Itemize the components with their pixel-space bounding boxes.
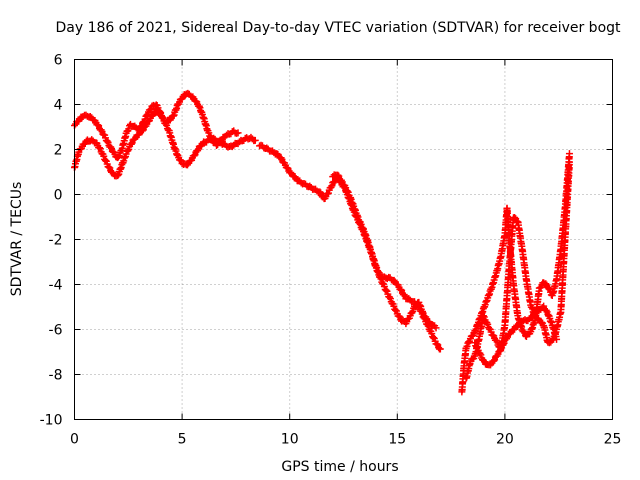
data-point (96, 145, 104, 153)
data-point (251, 136, 259, 144)
x-tick-label: 5 (178, 432, 187, 448)
x-axis-label: GPS time / hours (281, 459, 398, 475)
y-tick-label: 6 (54, 53, 63, 69)
data-point (463, 342, 471, 350)
x-tick-label: 20 (496, 432, 514, 448)
data-point (511, 214, 519, 222)
series-3 (256, 141, 444, 353)
data-point (528, 314, 536, 322)
data-point (472, 343, 480, 351)
y-tick-label: -6 (49, 323, 63, 339)
data-point (395, 312, 403, 320)
data-point (107, 143, 115, 151)
data-point (137, 123, 145, 131)
data-point (400, 291, 408, 299)
data-point (432, 324, 440, 332)
data-point (382, 286, 390, 294)
data-point (337, 176, 345, 184)
y-tick-label: 2 (54, 143, 63, 159)
data-point (514, 322, 522, 330)
data-point (386, 295, 394, 303)
data-point (343, 187, 351, 195)
data-point (125, 145, 133, 153)
data-point (114, 153, 122, 161)
data-point (479, 356, 487, 364)
data-point (553, 335, 561, 343)
series-7 (471, 302, 561, 369)
data-point (429, 334, 437, 342)
data-point (108, 168, 116, 176)
data-point (103, 137, 111, 145)
data-point (328, 182, 336, 190)
y-tick-label: -8 (49, 368, 63, 384)
data-point (513, 217, 521, 225)
data-point (542, 306, 550, 314)
chart-title: Day 186 of 2021, Sidereal Day-to-day VTE… (55, 20, 621, 36)
data-point (386, 293, 394, 301)
y-tick-label: -2 (49, 233, 63, 249)
data-point (436, 345, 444, 353)
data-point (234, 129, 242, 137)
y-tick-label: -10 (40, 413, 63, 429)
data-point (499, 341, 507, 349)
data-point (190, 152, 198, 160)
data-point (500, 339, 508, 347)
data-point (542, 280, 550, 288)
data-point (476, 349, 484, 357)
y-axis-label: SDTVAR / TECUs (9, 182, 25, 297)
data-point (520, 328, 528, 336)
data-point (316, 188, 324, 196)
data-point (392, 306, 400, 314)
x-tick-label: 25 (604, 432, 622, 448)
data-point (565, 150, 573, 158)
y-tick-label: 0 (54, 188, 63, 204)
y-tick-label: 4 (54, 98, 63, 114)
x-tick-label: 0 (70, 432, 79, 448)
data-point (287, 168, 295, 176)
axis-ticks: 0 5 10 15 20 25 -10 -8 -6 -4 -2 0 2 4 6 (40, 53, 622, 448)
data-point (124, 147, 132, 155)
x-tick-label: 10 (281, 432, 299, 448)
data-point (334, 171, 342, 179)
data-point (390, 276, 398, 284)
data-point (479, 312, 487, 320)
data-point (409, 307, 417, 315)
data-point (484, 320, 492, 328)
data-point (86, 112, 94, 120)
series-2 (71, 89, 242, 162)
data-point (146, 106, 154, 114)
data-point (156, 108, 164, 116)
data-points (71, 89, 573, 396)
data-point (408, 309, 416, 317)
series-4 (329, 171, 440, 332)
data-point (127, 140, 135, 148)
data-point (95, 144, 103, 152)
data-point (490, 357, 498, 365)
data-point (104, 138, 112, 146)
data-point (115, 152, 123, 160)
x-tick-label: 15 (388, 432, 406, 448)
data-point (433, 340, 441, 348)
data-point (94, 121, 102, 129)
data-point (377, 275, 385, 283)
data-point (565, 158, 573, 166)
data-point (477, 351, 485, 359)
y-tick-label: -4 (49, 278, 63, 294)
